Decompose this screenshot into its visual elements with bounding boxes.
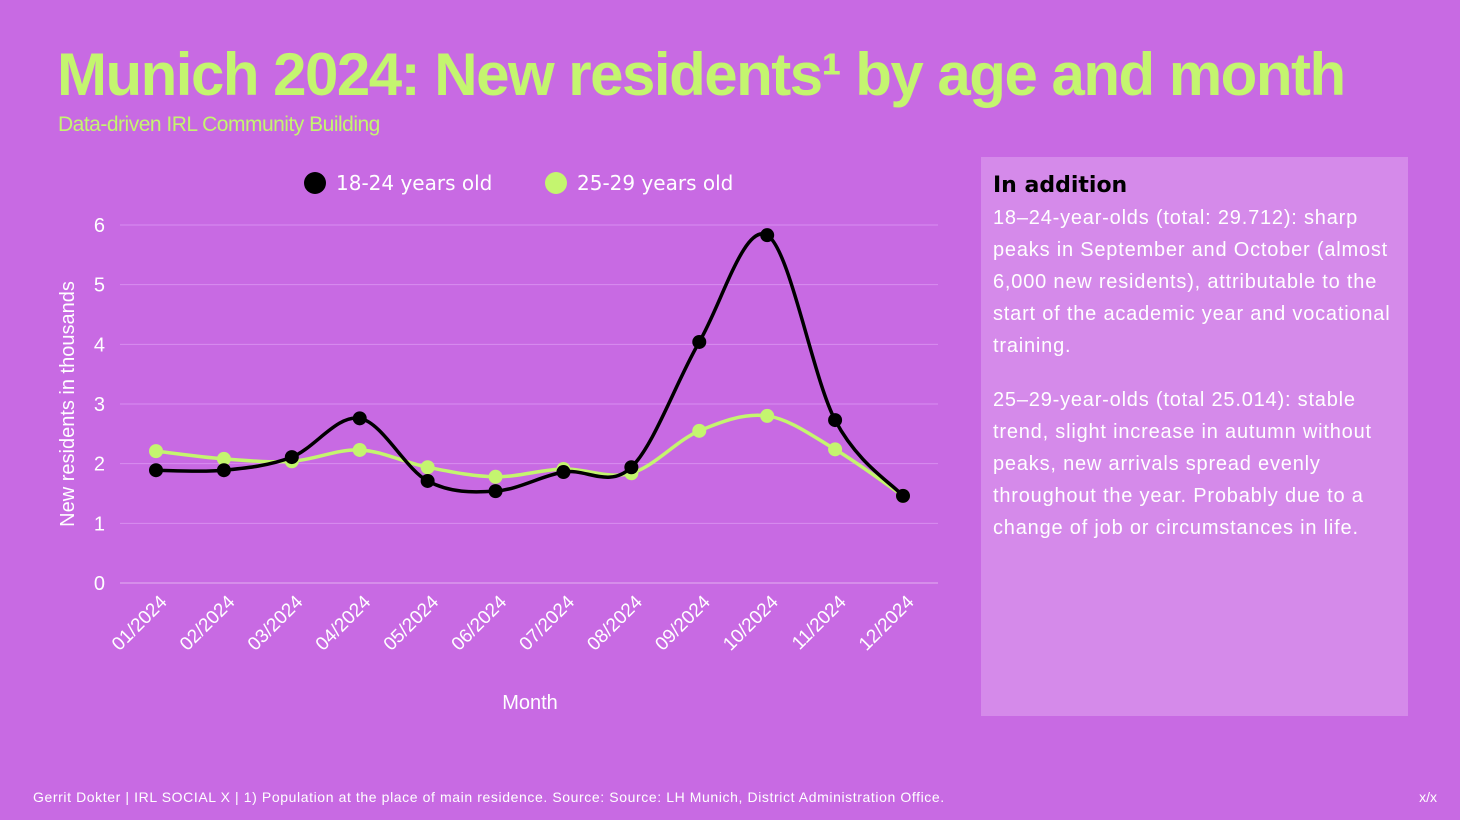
x-tick-label: 04/2024 <box>312 591 376 655</box>
data-point <box>624 460 639 475</box>
data-point <box>692 334 707 349</box>
legend-label: 18-24 years old <box>336 171 492 195</box>
data-point <box>760 228 775 243</box>
data-point <box>488 484 503 499</box>
x-tick-label: 03/2024 <box>244 591 308 655</box>
data-point <box>556 465 571 480</box>
data-point <box>284 450 299 465</box>
y-tick-label: 3 <box>94 394 105 416</box>
legend-marker <box>304 172 326 194</box>
y-tick-label: 1 <box>94 513 105 535</box>
line-chart: 0 1 2 3 4 5 6 01/2024 02/2024 03/2024 04/2024 05/2… <box>57 171 938 714</box>
panel-heading: In addition <box>993 173 1128 198</box>
data-point <box>149 463 163 478</box>
panel-paragraph: 18–24-year-olds (total: 29.712): sharp p… <box>993 207 1391 357</box>
x-tick-label: 10/2024 <box>719 591 783 655</box>
data-point <box>216 451 231 466</box>
data-point <box>828 413 843 428</box>
y-tick-label: 2 <box>94 454 105 476</box>
x-tick-label: 12/2024 <box>855 591 919 655</box>
x-tick-label: 06/2024 <box>448 591 512 655</box>
data-point <box>420 460 435 475</box>
x-axis-label: Month <box>502 692 558 714</box>
data-point <box>760 408 775 423</box>
series-line <box>155 232 905 498</box>
data-point <box>828 442 843 457</box>
x-tick-label: 02/2024 <box>176 591 240 655</box>
data-point <box>352 442 367 457</box>
footer-note: Gerrit Dokter | IRL SOCIAL X | 1) Popula… <box>33 789 945 805</box>
panel-paragraph: 25–29-year-olds (total 25.014): stable t… <box>993 389 1372 539</box>
legend-label: 25-29 years old <box>577 171 733 195</box>
y-tick-label: 6 <box>94 215 105 237</box>
y-tick-label: 4 <box>94 334 105 356</box>
legend-marker <box>545 172 567 194</box>
page-number: x/x <box>1419 789 1437 805</box>
y-axis-label: New residents in thousands <box>57 281 79 527</box>
data-point <box>420 473 435 488</box>
y-tick-label: 0 <box>94 573 105 595</box>
data-point <box>216 463 231 478</box>
page-title: Munich 2024: New residents¹ by age and m… <box>57 41 1346 108</box>
data-point <box>352 411 367 426</box>
x-tick-label: 07/2024 <box>516 591 580 655</box>
x-tick-label: 11/2024 <box>788 591 851 654</box>
page-subtitle: Data-driven IRL Community Building <box>58 113 380 136</box>
x-tick-label: 01/2024 <box>108 591 172 655</box>
x-tick-label: 08/2024 <box>583 591 647 655</box>
data-point <box>896 488 910 503</box>
data-point <box>488 469 503 484</box>
x-tick-label: 05/2024 <box>380 591 444 655</box>
y-tick-label: 5 <box>94 275 105 297</box>
data-point <box>692 423 707 438</box>
data-point <box>149 444 163 459</box>
info-panel: In addition 18–24-year-olds (total: 29.7… <box>981 157 1408 716</box>
x-tick-label: 09/2024 <box>651 591 715 655</box>
